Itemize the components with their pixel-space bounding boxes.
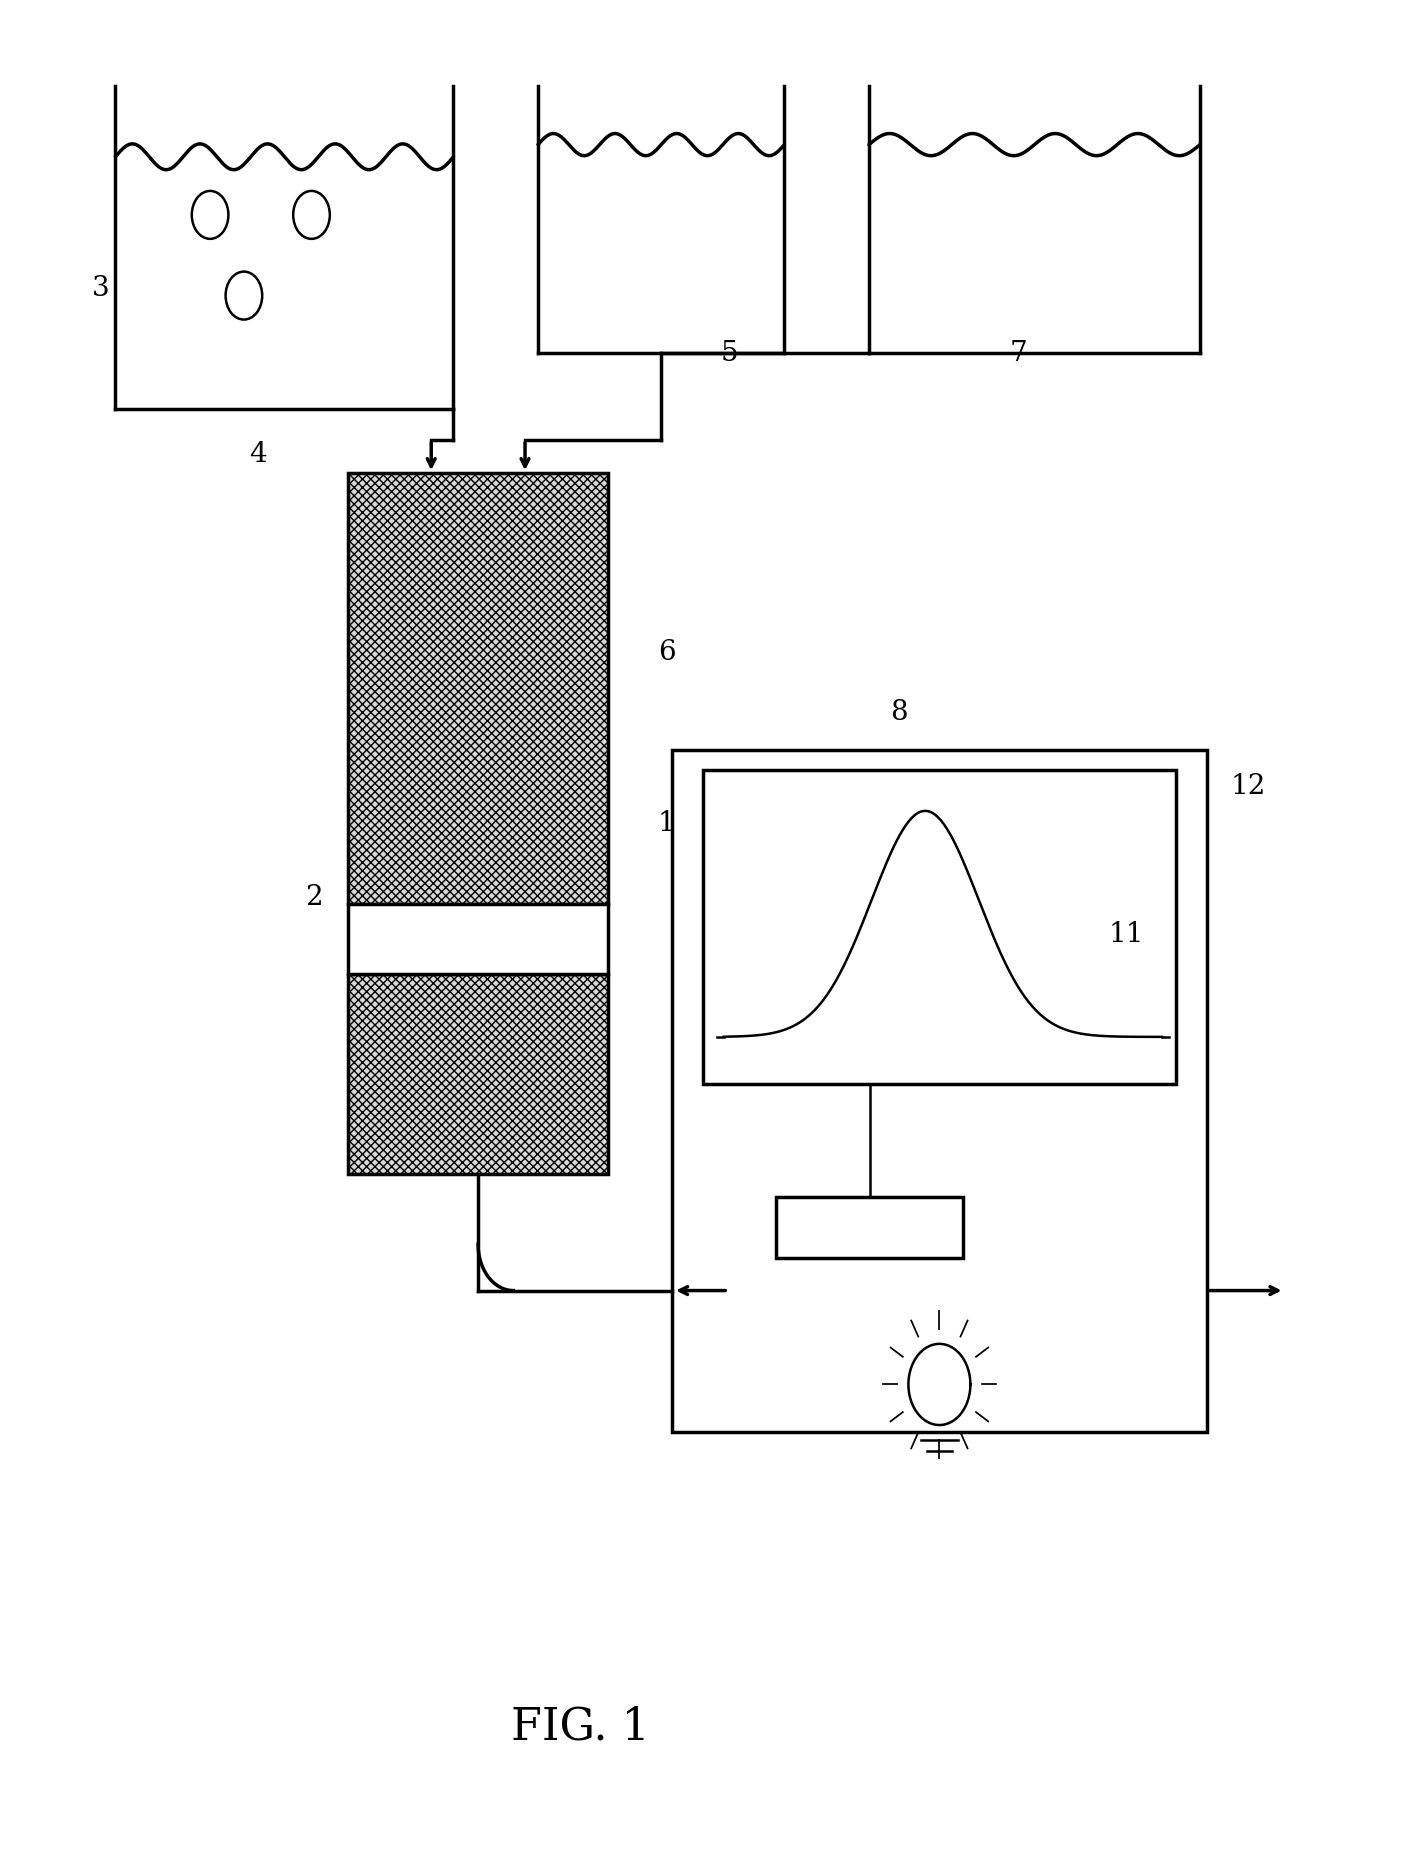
Text: 7: 7 [1010, 340, 1028, 366]
Text: 11: 11 [1109, 921, 1144, 947]
Text: 8: 8 [889, 699, 908, 727]
Text: 3: 3 [92, 276, 109, 302]
Bar [348, 905, 608, 975]
Text: 6: 6 [658, 638, 676, 666]
Text: 12: 12 [1232, 773, 1267, 801]
Bar [776, 1197, 963, 1258]
Text: 1: 1 [658, 810, 676, 836]
Bar [672, 749, 1208, 1432]
Text: 5: 5 [721, 340, 738, 366]
Text: 2: 2 [305, 884, 324, 910]
Text: 4: 4 [249, 440, 267, 468]
Bar [703, 770, 1176, 1084]
Bar [348, 474, 608, 905]
Text: FIG. 1: FIG. 1 [510, 1706, 649, 1748]
Bar [348, 975, 608, 1175]
